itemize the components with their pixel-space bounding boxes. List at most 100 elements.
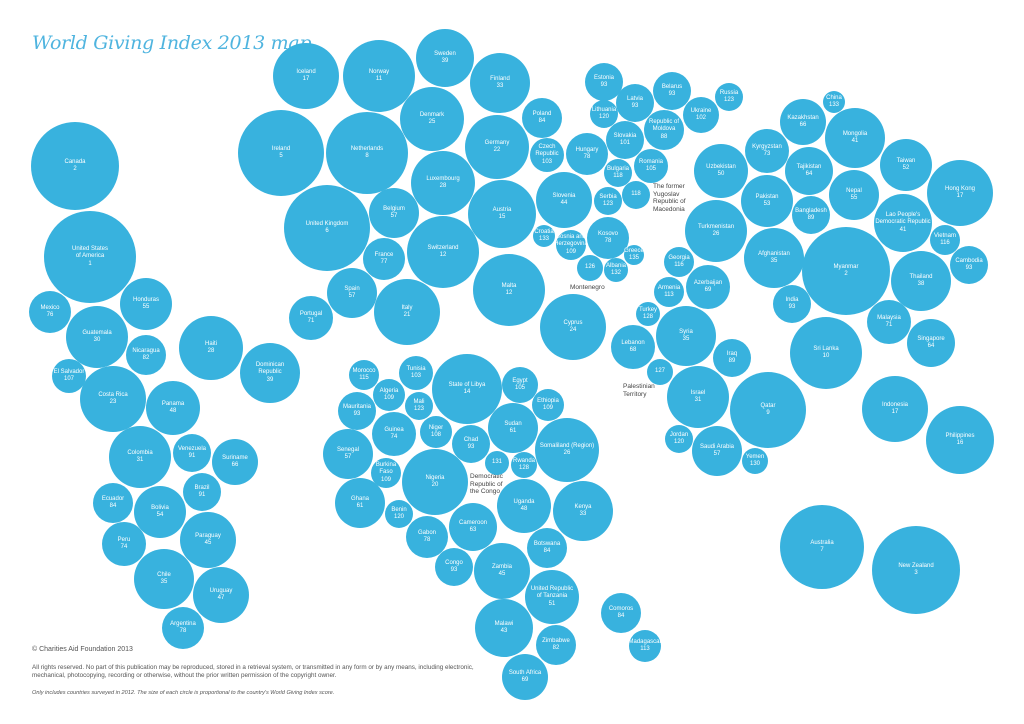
country-name: Vietnam xyxy=(934,232,956,239)
country-rank: 24 xyxy=(569,327,577,333)
country-name: Burkina Faso xyxy=(375,461,397,476)
country-rank: 123 xyxy=(723,97,734,103)
country-name: Cyprus xyxy=(563,319,583,326)
country-bubble-uganda: Uganda 48 xyxy=(497,479,551,533)
country-name: Iceland xyxy=(296,68,316,75)
country-bubble-qatar: Qatar 9 xyxy=(730,372,806,448)
country-name: Tunisia xyxy=(406,365,426,372)
country-rank: 31 xyxy=(136,457,144,463)
country-rank: 128 xyxy=(642,314,653,320)
country-bubble-brazil: Brazil 91 xyxy=(183,473,221,511)
country-name: Nigeria xyxy=(425,474,445,481)
country-name: Canada xyxy=(64,158,86,165)
country-rank: 78 xyxy=(604,238,612,244)
country-rank: 57 xyxy=(348,293,356,299)
copyright-text: © Charities Aid Foundation 2013 xyxy=(32,646,133,653)
country-name: Panama xyxy=(161,400,185,407)
country-name: Dominican Republic xyxy=(255,361,285,376)
country-name: Chad xyxy=(463,436,479,443)
country-name: Russia xyxy=(719,89,739,96)
country-bubble-albania: Albania 132 xyxy=(604,258,628,282)
country-rank: 84 xyxy=(543,548,551,554)
country-rank: 64 xyxy=(927,343,935,349)
country-bubble-czech-republic: Czech Republic 103 xyxy=(530,138,564,172)
country-name: Somaliland (Region) xyxy=(539,442,595,449)
country-name: Nicaragua xyxy=(132,347,160,354)
country-bubble-portugal: Portugal 71 xyxy=(289,296,333,340)
country-bubble-rwanda: Rwanda 128 xyxy=(511,452,537,478)
country-name: Israel xyxy=(690,389,706,396)
country-bubble-dominican-republic: Dominican Republic 39 xyxy=(240,343,300,403)
country-name: State of Libya xyxy=(448,381,486,388)
country-name: Germany xyxy=(484,139,510,146)
country-name: Iraq xyxy=(726,350,738,357)
country-rank: 128 xyxy=(518,465,529,471)
country-bubble-netherlands: Netherlands 8 xyxy=(326,112,408,194)
country-bubble-spain: Spain 57 xyxy=(327,268,377,318)
country-bubble-bangladesh: Bangladesh 89 xyxy=(792,196,830,234)
country-bubble-ukraine: Ukraine 102 xyxy=(683,97,719,133)
country-rank: 15 xyxy=(498,214,506,220)
country-rank: 103 xyxy=(541,158,552,165)
country-bubble-syria: Syria 35 xyxy=(656,306,716,366)
country-bubble-taiwan: Taiwan 52 xyxy=(880,139,932,191)
country-bubble-nicaragua: Nicaragua 82 xyxy=(126,335,166,375)
country-bubble-turkey: Turkey 128 xyxy=(636,302,660,326)
country-rank: 84 xyxy=(538,118,546,124)
country-rank: 10 xyxy=(822,353,830,359)
country-name: Brazil xyxy=(194,484,210,491)
country-name: Saudi Arabia xyxy=(699,443,735,450)
country-name: Rwanda xyxy=(512,457,535,464)
country-name: Congo xyxy=(445,559,463,566)
country-bubble-kyrgyzstan: Kyrgyzstan 73 xyxy=(745,129,789,173)
country-bubble-nigeria: Nigeria 20 xyxy=(402,449,468,515)
country-rank: 48 xyxy=(520,506,528,512)
country-name: New Zealand xyxy=(898,562,934,569)
country-rank: 5 xyxy=(279,153,283,159)
country-rank: 35 xyxy=(160,579,168,585)
country-rank: 48 xyxy=(169,408,177,414)
country-name: Uganda xyxy=(513,498,535,505)
country-bubble-el-salvador: El Salvador 107 xyxy=(52,359,86,393)
country-bubble-comoros: Comoros 84 xyxy=(601,593,641,633)
country-bubble-belgium: Belgium 57 xyxy=(369,188,419,238)
country-rank: 12 xyxy=(439,252,447,258)
country-name: Italy xyxy=(401,304,413,311)
country-rank: 43 xyxy=(500,628,508,634)
country-rank: 54 xyxy=(156,512,164,518)
country-name: Guatemala xyxy=(82,329,112,336)
country-name: Suriname xyxy=(222,454,248,461)
country-name: Australia xyxy=(810,539,834,546)
country-bubble-republic-of-moldova: Republic of Moldova 88 xyxy=(644,110,684,150)
country-name: Cameroon xyxy=(458,519,487,526)
country-rank: 41 xyxy=(851,138,859,144)
country-bubble-gabon: Gabon 78 xyxy=(406,516,448,558)
country-rank: 20 xyxy=(431,482,439,488)
country-name: Ethiopia xyxy=(537,397,559,404)
country-bubble-canada: Canada 2 xyxy=(31,122,119,210)
country-rank: 69 xyxy=(704,287,712,293)
country-rank: 45 xyxy=(204,540,212,546)
country-bubble-serbia: Serbia 123 xyxy=(594,187,622,215)
country-name: Lithuania xyxy=(591,106,617,113)
country-name: India xyxy=(785,296,799,303)
country-name: Philippines xyxy=(945,432,975,439)
country-bubble-hong-kong: Hong Kong 17 xyxy=(927,160,993,226)
country-name: Spain xyxy=(344,285,360,292)
country-rank: 8 xyxy=(365,153,369,159)
country-bubble-germany: Germany 22 xyxy=(465,115,529,179)
country-name: Belarus xyxy=(661,83,683,90)
country-rank: 116 xyxy=(940,240,950,246)
country-name: Bolivia xyxy=(151,504,169,511)
country-name: Turkmenistan xyxy=(697,223,735,230)
country-rank: 89 xyxy=(728,358,736,364)
country-bubble-argentina: Argentina 78 xyxy=(162,607,204,649)
country-bubble-bosnia-and-herzegovina: Bosnia and Herzegovina 109 xyxy=(554,230,588,260)
country-bubble-democratic-republic-of-the-congo: 131 xyxy=(485,451,509,475)
country-bubble-niger: Niger 108 xyxy=(420,416,452,448)
country-rank: 2 xyxy=(844,271,848,277)
country-name: Poland xyxy=(532,110,552,117)
country-bubble-latvia: Latvia 93 xyxy=(616,84,654,122)
country-name: Pakistan xyxy=(755,193,779,200)
country-name: Botswana xyxy=(533,540,561,547)
